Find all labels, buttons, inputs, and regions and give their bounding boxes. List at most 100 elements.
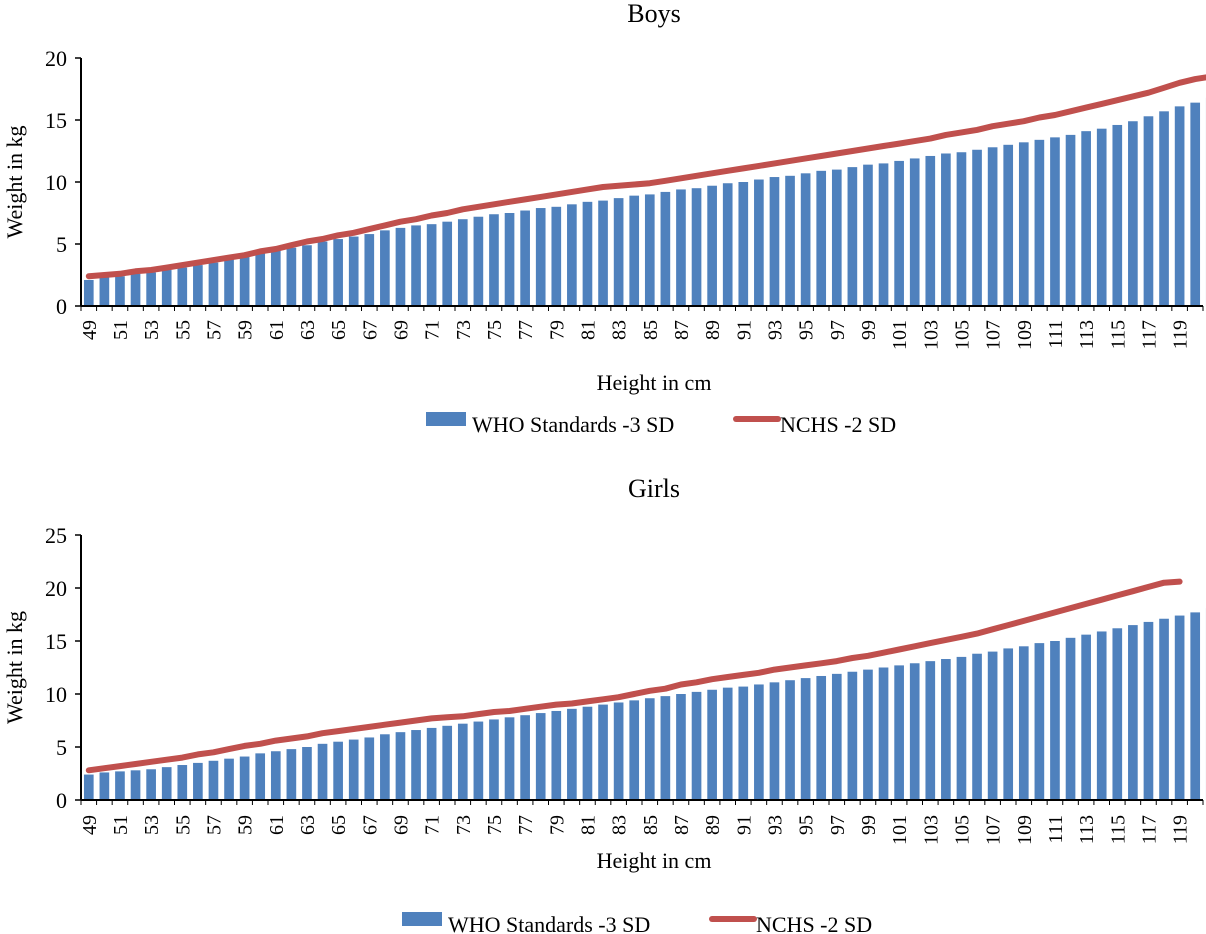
- x-tick-label: 57: [203, 320, 225, 340]
- bar-who-89: [707, 185, 717, 306]
- bar-who-119: [1174, 106, 1185, 306]
- x-tick-label: 61: [266, 815, 288, 835]
- x-tick-label: 65: [328, 815, 350, 835]
- y-tick-label: 15: [45, 629, 67, 654]
- x-tick-label: 49: [79, 320, 101, 340]
- bar-who-60: [255, 252, 266, 306]
- bar-who-111: [1050, 641, 1060, 800]
- bar-who-81: [582, 706, 593, 800]
- x-tick-label: 119: [1170, 320, 1192, 349]
- x-tick-label: 51: [110, 320, 132, 340]
- bar-who-93: [769, 682, 780, 800]
- bar-who-85: [644, 698, 655, 800]
- y-tick-label: 5: [56, 735, 67, 760]
- legend: WHO Standards -3 SD NCHS -2 SD: [426, 412, 896, 437]
- bar-who-110: [1034, 643, 1045, 800]
- bar-who-57: [208, 262, 219, 306]
- bar-who-91: [738, 686, 749, 800]
- x-tick-label: 89: [702, 815, 724, 835]
- x-tick-label: 99: [858, 815, 880, 835]
- x-tick-label: 105: [951, 815, 973, 845]
- x-tick-label: 65: [328, 320, 350, 340]
- x-tick-label: 63: [297, 815, 319, 835]
- bar-who-65: [333, 239, 343, 306]
- bar-who-100: [878, 163, 889, 306]
- bar-who-83: [613, 198, 624, 306]
- bar-who-115: [1112, 124, 1123, 307]
- bar-who-105: [956, 656, 967, 800]
- bar-who-84: [629, 700, 640, 800]
- bar-who-52: [130, 770, 141, 800]
- legend-label-who: WHO Standards -3 SD: [448, 912, 650, 934]
- bar-who-98: [847, 167, 858, 306]
- bar-who-107: [987, 651, 998, 800]
- legend-label-who: WHO Standards -3 SD: [472, 412, 674, 437]
- x-tick-label: 69: [390, 815, 412, 835]
- x-tick-label: 71: [422, 815, 444, 835]
- x-tick-label: 95: [796, 320, 818, 340]
- y-tick-label: 10: [45, 682, 67, 707]
- bar-who-77: [520, 210, 530, 306]
- x-tick-label: 107: [983, 815, 1005, 845]
- x-tick-label: 83: [609, 320, 631, 340]
- bar-who-106: [972, 149, 982, 306]
- x-tick-label: 117: [1138, 320, 1160, 349]
- bar-who-102: [909, 663, 920, 800]
- x-tick-label: 53: [141, 815, 163, 835]
- bar-who-62: [286, 749, 297, 800]
- y-axis-title: Weight in kg: [2, 125, 27, 238]
- y-tick-label: 20: [45, 46, 67, 71]
- bar-who-71: [426, 727, 437, 800]
- bar-who-108: [1003, 648, 1014, 800]
- bar-who-101: [894, 160, 904, 306]
- y-axis-title: Weight in kg: [2, 611, 27, 724]
- bar-who-98: [847, 671, 858, 800]
- bar-who-96: [816, 170, 827, 306]
- bar-who-61: [270, 250, 281, 306]
- x-tick-label: 95: [796, 815, 818, 835]
- bar-who-82: [598, 704, 608, 800]
- x-tick-label: 53: [141, 320, 163, 340]
- bar-who-115: [1112, 628, 1123, 800]
- bar-who-64: [317, 241, 328, 306]
- bar-who-79: [551, 206, 562, 306]
- x-tick-label: 103: [920, 320, 942, 350]
- x-tick-label: 69: [390, 320, 412, 340]
- bar-who-54: [161, 767, 172, 800]
- bar-who-50: [99, 772, 110, 800]
- bar-who-73: [457, 723, 468, 800]
- x-tick-label: 91: [733, 815, 755, 835]
- bar-who-103: [925, 155, 936, 306]
- bar-who-50: [99, 277, 110, 306]
- x-tick-label: 79: [546, 320, 568, 340]
- y-tick-label: 5: [56, 232, 67, 257]
- bar-who-108: [1003, 144, 1014, 306]
- bar-who-64: [317, 743, 328, 800]
- bar-who-80: [567, 708, 577, 800]
- bar-who-69: [395, 227, 406, 306]
- bar-who-72: [442, 725, 453, 800]
- bar-who-75: [489, 719, 499, 800]
- bar-who-83: [613, 702, 624, 800]
- bar-who-66: [348, 236, 359, 306]
- bar-who-119: [1174, 615, 1185, 800]
- bar-who-65: [333, 741, 343, 800]
- bar-who-97: [831, 169, 842, 306]
- x-tick-label: 51: [110, 815, 132, 835]
- x-tick-label: 57: [203, 815, 225, 835]
- bar-who-120: [1190, 612, 1201, 800]
- x-tick-label: 75: [484, 320, 506, 340]
- x-tick-label: 113: [1076, 320, 1098, 349]
- y-tick-label: 0: [56, 294, 67, 319]
- bar-who-70: [411, 225, 421, 306]
- bar-who-72: [442, 221, 453, 306]
- bar-who-80: [567, 204, 577, 306]
- bar-who-99: [863, 669, 873, 800]
- bar-who-93: [769, 177, 780, 306]
- bar-who-120: [1190, 102, 1201, 306]
- bar-who-103: [925, 661, 936, 800]
- bar-who-69: [395, 732, 406, 800]
- bar-who-92: [754, 179, 764, 306]
- x-tick-label: 71: [422, 320, 444, 340]
- x-tick-label: 83: [609, 815, 631, 835]
